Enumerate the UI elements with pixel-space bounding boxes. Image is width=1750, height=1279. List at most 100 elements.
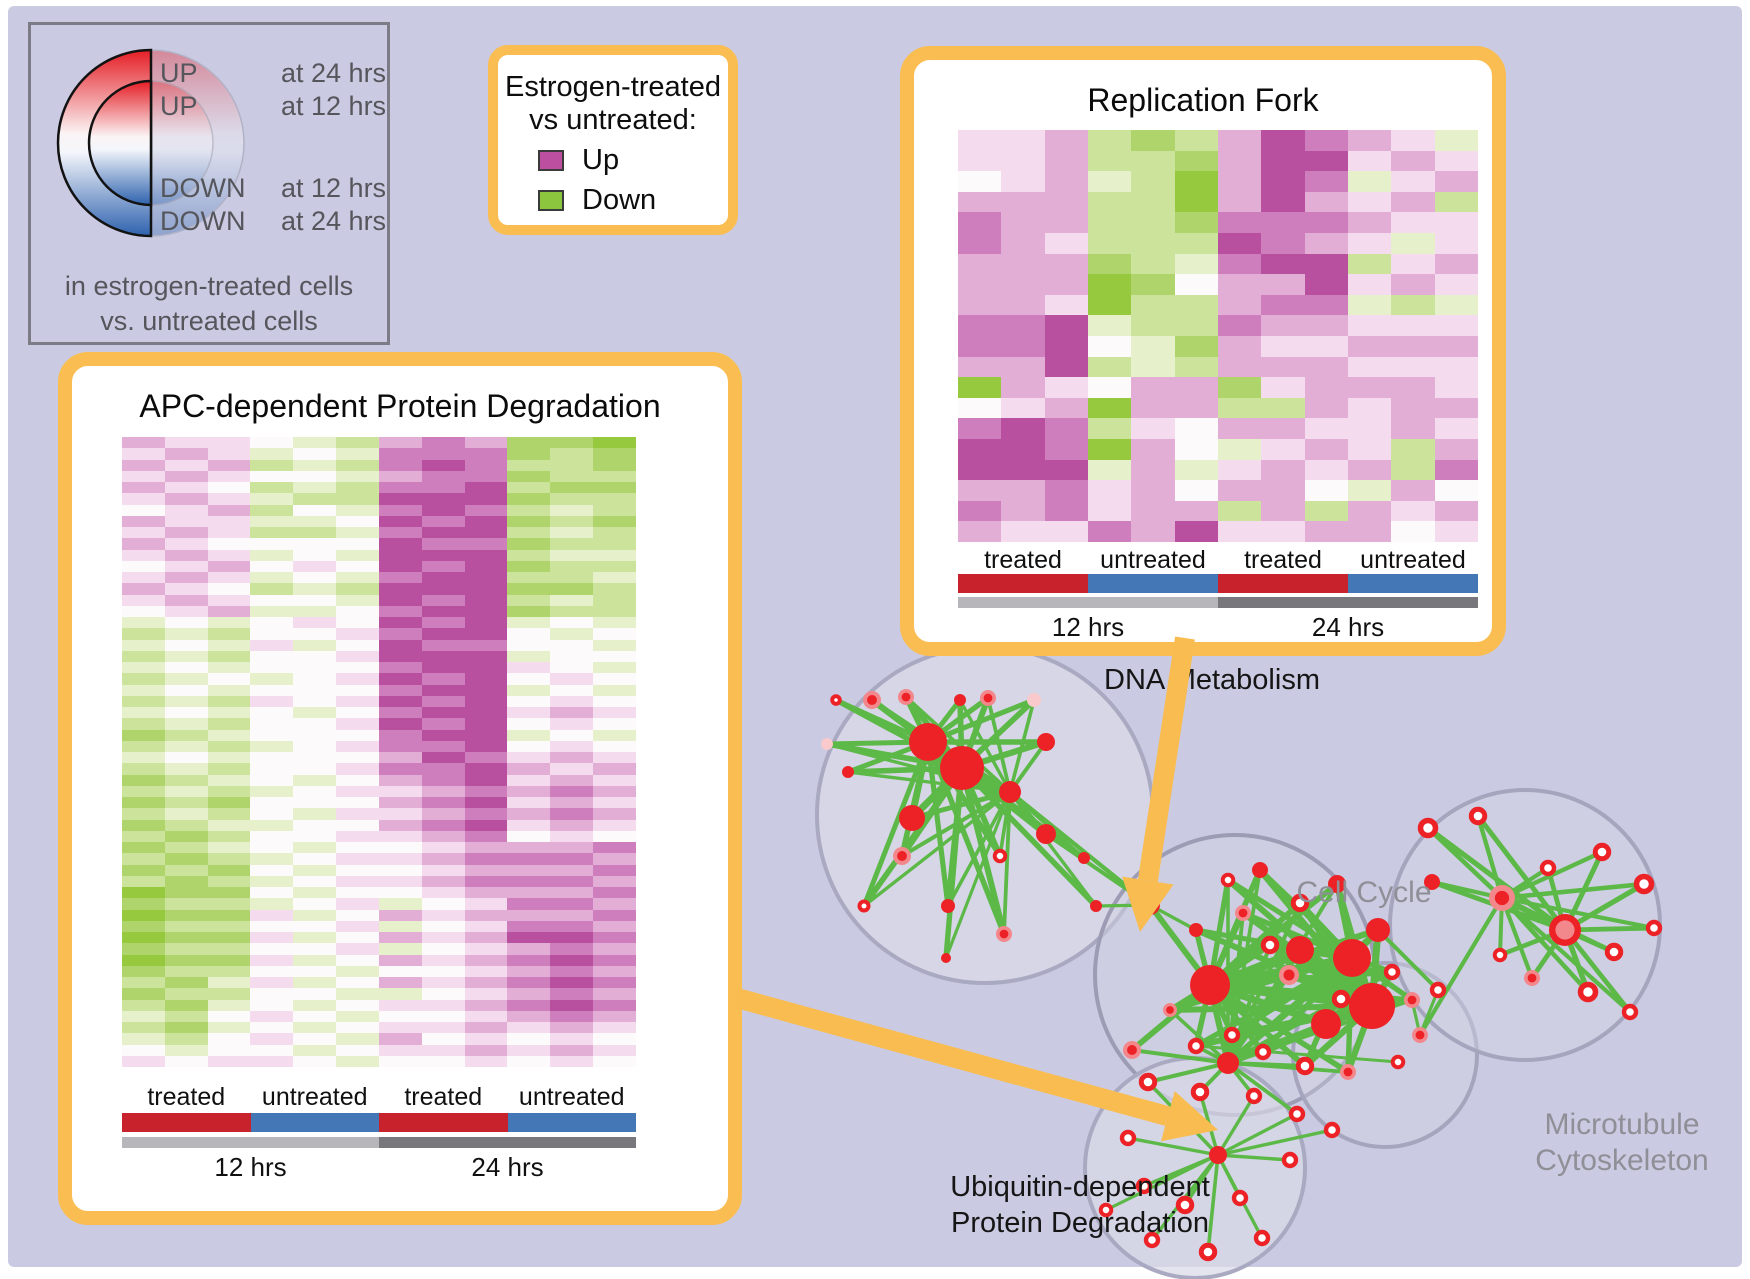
heatmap-cell xyxy=(421,707,465,719)
heatmap-cell xyxy=(164,1044,208,1056)
heatmap-cell xyxy=(378,527,422,539)
heatmap-cell xyxy=(250,459,294,471)
heatmap-cell xyxy=(1217,521,1262,542)
heatmap-cell xyxy=(507,898,551,910)
timepoint-bar xyxy=(122,1137,379,1148)
condition-bar xyxy=(1218,574,1348,593)
heatmap-cell xyxy=(421,459,465,471)
gene-node-donut xyxy=(1323,1121,1341,1139)
heatmap-cell xyxy=(293,797,337,809)
heatmap-cell xyxy=(507,560,551,572)
color-legend-title-line2: vs untreated: xyxy=(529,104,697,136)
network-edge xyxy=(1206,1153,1220,1254)
heatmap-cell xyxy=(164,830,208,842)
heatmap-cell xyxy=(421,628,465,640)
heatmap-cell xyxy=(421,729,465,741)
heatmap-cell xyxy=(1174,130,1218,151)
gene-node-donut xyxy=(1633,873,1655,895)
heatmap-cell xyxy=(464,673,508,685)
heatmap-cell xyxy=(464,898,508,910)
heatmap-cell xyxy=(550,605,594,617)
heatmap-cell xyxy=(1001,377,1045,398)
heatmap-cell xyxy=(293,988,337,1000)
heatmap-cell xyxy=(293,538,337,550)
heatmap-cell xyxy=(378,830,422,842)
network-edge xyxy=(1240,910,1355,961)
heatmap-cell xyxy=(464,437,508,449)
heatmap-cell xyxy=(507,875,551,887)
heatmap-cell xyxy=(250,977,294,989)
network-edge xyxy=(1226,1061,1350,1074)
heatmap-cell xyxy=(207,1044,251,1056)
heatmap-cell xyxy=(464,639,508,651)
heatmap-cell xyxy=(421,774,465,786)
heatmap-cell xyxy=(1391,356,1435,378)
heatmap-cell xyxy=(336,605,379,617)
heatmap-cell xyxy=(293,909,337,921)
heatmap-cell xyxy=(336,842,379,854)
heatmap-cell xyxy=(550,887,594,899)
heatmap-cell xyxy=(336,684,379,696)
heatmap-cell xyxy=(1087,233,1132,254)
heatmap-cell xyxy=(1391,253,1435,275)
heatmap-cell xyxy=(1044,480,1088,501)
legend-item-down: Down xyxy=(538,184,688,217)
heatmap-cell xyxy=(378,594,422,606)
heatmap-cell xyxy=(250,943,294,955)
heatmap-cell xyxy=(250,954,294,966)
heatmap-cell xyxy=(550,549,594,561)
heatmap-cell xyxy=(164,785,208,797)
microtubule-label-line2: Cytoskeleton xyxy=(1535,1144,1709,1177)
heatmap-cell xyxy=(164,1033,208,1045)
heatmap-cell xyxy=(1174,459,1218,481)
gene-node-solid xyxy=(1424,874,1440,890)
heatmap-cell xyxy=(1131,150,1175,172)
heatmap-cell xyxy=(1261,150,1305,172)
heatmap-cell xyxy=(250,628,294,640)
heatmap-cell xyxy=(293,437,337,449)
ring-time-24-down: at 24 hrs xyxy=(281,206,387,236)
heatmap-cell xyxy=(336,695,379,707)
heatmap-cell xyxy=(378,549,422,561)
heatmap-cell xyxy=(164,617,208,629)
gene-node-solid xyxy=(1366,918,1390,942)
heatmap-cell xyxy=(164,493,208,505)
heatmap-cell xyxy=(293,887,337,899)
heatmap-cell xyxy=(207,752,251,764)
apc-time-bar xyxy=(122,1137,636,1148)
ring-label-down-inner: DOWN xyxy=(160,173,246,203)
heatmap-cell xyxy=(550,707,594,719)
heatmap-cell xyxy=(336,707,379,719)
ring-legend-graphic xyxy=(56,48,245,238)
network-edge xyxy=(925,739,951,909)
heatmap-cell xyxy=(122,988,165,1000)
heatmap-cell xyxy=(507,470,551,482)
heatmap-cell xyxy=(207,470,251,482)
heatmap-cell xyxy=(1044,130,1088,151)
heatmap-cell xyxy=(122,752,165,764)
heatmap-cell xyxy=(1434,459,1478,481)
heatmap-cell xyxy=(207,718,251,730)
heatmap-cell xyxy=(250,999,294,1011)
heatmap-cell xyxy=(593,617,636,629)
heatmap-cell xyxy=(550,932,594,944)
heatmap-cell xyxy=(122,1044,165,1056)
group-label-untreated-24: untreated xyxy=(1360,546,1466,574)
heatmap-cell xyxy=(550,943,594,955)
heatmap-cell xyxy=(464,1044,508,1056)
gene-node-core xyxy=(1343,1067,1353,1077)
heatmap-cell xyxy=(593,718,636,730)
heatmap-cell xyxy=(293,493,337,505)
heatmap-cell xyxy=(207,729,251,741)
heatmap-cell xyxy=(164,797,208,809)
heatmap-cell xyxy=(464,538,508,550)
heatmap-cell xyxy=(507,673,551,685)
heatmap-cell xyxy=(207,560,251,572)
heatmap-cell xyxy=(464,1022,508,1034)
heatmap-cell xyxy=(464,605,508,617)
heatmap-cell xyxy=(378,875,422,887)
condition-bar xyxy=(122,1113,251,1132)
gene-node-donut xyxy=(1539,859,1557,877)
heatmap-cell xyxy=(1261,356,1305,378)
group-label-treated-12: treated xyxy=(984,546,1062,574)
